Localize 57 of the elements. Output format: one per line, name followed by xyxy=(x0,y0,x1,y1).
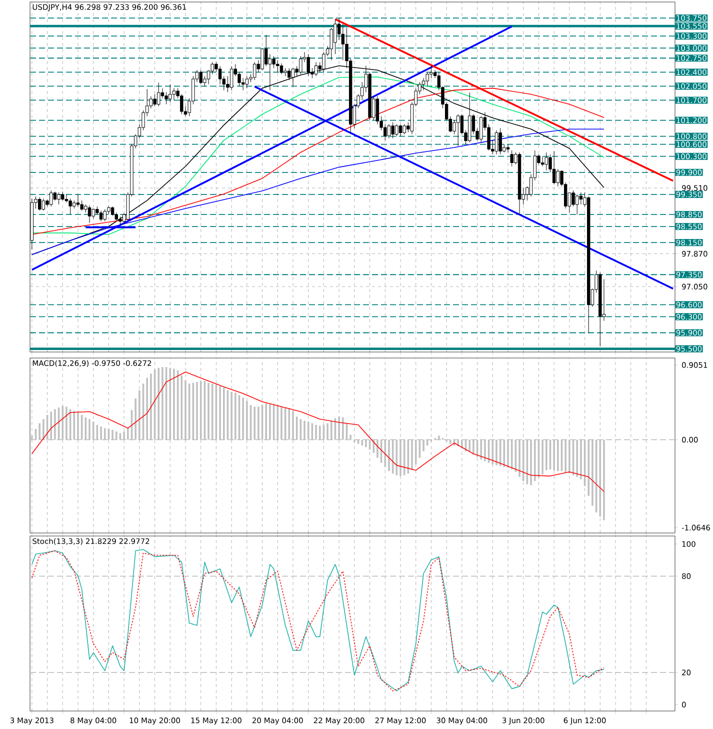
candlestick xyxy=(103,209,106,222)
candlestick xyxy=(218,66,222,84)
candlestick xyxy=(422,78,426,90)
candlestick xyxy=(241,78,245,90)
candlestick xyxy=(540,156,544,167)
candlestick xyxy=(402,124,406,135)
candlestick xyxy=(99,210,103,222)
candlestick xyxy=(157,82,160,106)
candlestick xyxy=(498,128,502,155)
candlestick xyxy=(64,194,68,203)
candlestick xyxy=(92,208,95,219)
candlestick xyxy=(556,168,560,187)
candlestick xyxy=(110,206,114,216)
candlestick xyxy=(272,56,276,68)
candlestick xyxy=(238,72,241,86)
candlestick xyxy=(180,94,184,115)
candlestick xyxy=(38,196,42,211)
candlestick xyxy=(330,28,333,60)
candlestick xyxy=(276,60,280,72)
candlestick xyxy=(391,122,394,139)
candlestick xyxy=(398,124,402,137)
candlestick xyxy=(164,92,168,104)
candlestick xyxy=(387,124,391,139)
candlestick xyxy=(480,116,483,143)
candlestick xyxy=(291,68,295,86)
candlestick xyxy=(430,65,433,78)
candlestick xyxy=(168,84,172,102)
candlestick xyxy=(384,124,387,141)
candlestick xyxy=(50,190,53,207)
candlestick xyxy=(426,72,429,86)
candlestick xyxy=(153,94,156,106)
candlestick xyxy=(579,192,583,205)
candlestick xyxy=(199,70,202,84)
candlestick xyxy=(456,114,460,146)
candlestick xyxy=(376,96,380,125)
candlestick xyxy=(68,198,72,215)
candlestick xyxy=(172,88,176,100)
candlestick xyxy=(253,62,256,80)
candlestick xyxy=(334,18,337,54)
candlestick xyxy=(288,68,291,80)
candlestick xyxy=(552,150,556,185)
candlestick xyxy=(42,198,46,211)
candlestick xyxy=(76,194,80,207)
candlestick xyxy=(395,124,398,137)
candlestick xyxy=(88,205,92,224)
candlestick xyxy=(57,192,60,205)
candlestick xyxy=(230,66,234,90)
candlestick xyxy=(576,194,579,215)
candlestick xyxy=(245,76,249,88)
candlestick xyxy=(506,144,510,153)
candlestick xyxy=(510,150,514,167)
candlestick xyxy=(572,190,575,207)
candlestick xyxy=(337,18,341,40)
candlestick xyxy=(544,152,548,171)
candlestick xyxy=(494,130,498,155)
candlestick xyxy=(260,48,264,70)
candlestick xyxy=(280,63,284,74)
